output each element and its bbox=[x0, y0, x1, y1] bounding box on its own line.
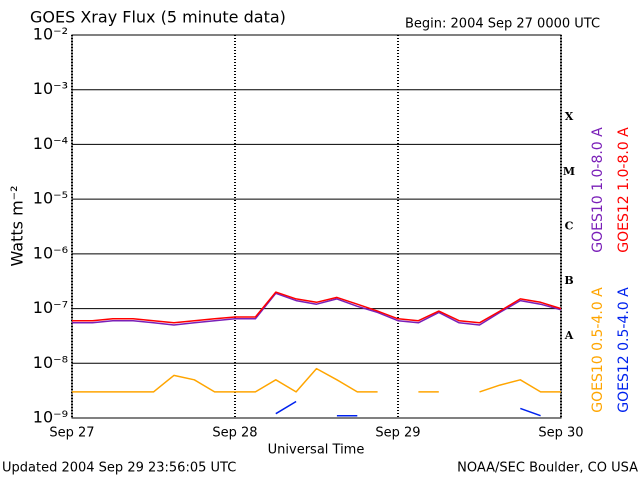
footer-right: NOAA/SEC Boulder, CO USA bbox=[457, 461, 638, 476]
series-line bbox=[72, 292, 562, 326]
series-line bbox=[72, 367, 561, 393]
x-tick-label: Sep 29 bbox=[375, 426, 420, 441]
flare-class-label: C bbox=[565, 220, 574, 233]
series-line bbox=[72, 291, 562, 324]
x-tick-label: Sep 30 bbox=[538, 426, 583, 441]
footer-left: Updated 2004 Sep 29 23:56:05 UTC bbox=[2, 461, 236, 476]
legend-entry: GOES10 1.0-8.0 A bbox=[590, 127, 606, 253]
series-line bbox=[275, 400, 541, 417]
y-tick-label: 10⁻² bbox=[33, 25, 68, 44]
flare-class-label: A bbox=[564, 329, 574, 342]
chart-subtitle: Begin: 2004 Sep 27 0000 UTC bbox=[405, 17, 600, 32]
y-tick-label: 10⁻⁹ bbox=[33, 408, 68, 427]
flare-class-label: M bbox=[563, 165, 575, 178]
plot-frame bbox=[71, 34, 562, 419]
x-tick-label: Sep 28 bbox=[212, 426, 257, 441]
legend-entry: GOES12 0.5-4.0 A bbox=[616, 287, 632, 413]
y-tick-label: 10⁻⁶ bbox=[33, 243, 68, 262]
y-tick-label: 10⁻⁴ bbox=[33, 134, 68, 153]
chart-title: GOES Xray Flux (5 minute data) bbox=[30, 8, 286, 27]
x-axis-label: Universal Time bbox=[268, 443, 365, 458]
legend-entry: GOES10 0.5-4.0 A bbox=[590, 287, 606, 413]
flare-class-label: B bbox=[564, 274, 573, 287]
y-tick-label: 10⁻⁷ bbox=[33, 298, 68, 317]
legend-entry: GOES12 1.0-8.0 A bbox=[616, 127, 632, 253]
y-axis-label: Watts m⁻² bbox=[8, 185, 27, 266]
y-tick-label: 10⁻⁵ bbox=[33, 189, 68, 208]
y-tick-label: 10⁻⁸ bbox=[33, 353, 68, 372]
x-tick-label: Sep 27 bbox=[49, 426, 94, 441]
y-tick-label: 10⁻³ bbox=[33, 79, 68, 98]
flare-class-label: X bbox=[565, 110, 574, 123]
